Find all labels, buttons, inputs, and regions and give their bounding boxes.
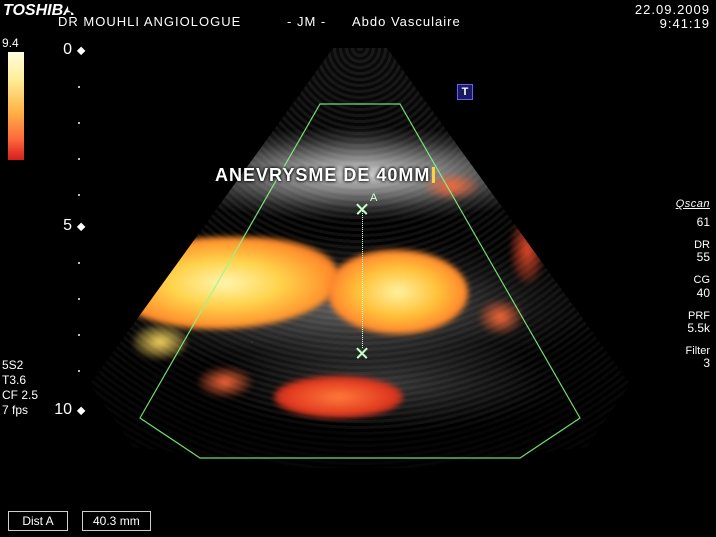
operator-label: - JM - (287, 14, 326, 29)
exam-label: Abdo Vasculaire (352, 14, 461, 29)
header-bar: TOSHIBA DR MOUHLI ANGIOLOGUE - JM - Abdo… (0, 0, 716, 28)
doctor-label: DR MOUHLI ANGIOLOGUE (58, 14, 241, 29)
color-doppler-overlay (90, 48, 630, 468)
time-label: 9:41:19 (660, 16, 710, 31)
depth-mark-10: 10 (54, 401, 72, 419)
annotation-value: ANEVRYSME DE 40MM (215, 165, 430, 185)
fps-label: 7 fps (2, 403, 38, 418)
left-param-panel: 5S2 T3.6 CF 2.5 7 fps (2, 358, 38, 418)
measure-name[interactable]: Dist A (8, 511, 68, 531)
qscan-label: Qscan (676, 198, 710, 210)
doppler-color-bar (8, 52, 24, 160)
param-label: CG (686, 274, 710, 286)
orientation-marker: T (457, 84, 473, 100)
ti-label: T3.6 (2, 373, 38, 388)
color-scale-max: 9.4 (2, 36, 19, 50)
cf-label: CF 2.5 (2, 388, 38, 403)
param-value: 40 (686, 287, 710, 300)
diamond-icon (77, 47, 85, 55)
ultrasound-viewport[interactable] (90, 48, 630, 468)
redaction-bar (68, 0, 218, 13)
right-param-panel: 61 DR 55 CG 40 PRF 5.5k Filter 3 (686, 216, 710, 380)
annotation-text[interactable]: ANEVRYSME DE 40MM (215, 165, 435, 186)
measurement-bar: Dist A 40.3 mm (8, 511, 151, 531)
diamond-icon (77, 407, 85, 415)
depth-mark-0: 0 (63, 41, 72, 59)
probe-label: 5S2 (2, 358, 38, 373)
param-value: 55 (686, 251, 710, 264)
measure-value[interactable]: 40.3 mm (82, 511, 151, 531)
depth-mark-5: 5 (63, 217, 72, 235)
param-value: 61 (686, 216, 710, 229)
date-label: 22.09.2009 (635, 2, 710, 17)
depth-scale: 0 5 10 (76, 50, 86, 450)
param-value: 5.5k (686, 322, 710, 335)
diamond-icon (77, 223, 85, 231)
text-cursor-icon (432, 167, 435, 183)
param-value: 3 (686, 357, 710, 370)
